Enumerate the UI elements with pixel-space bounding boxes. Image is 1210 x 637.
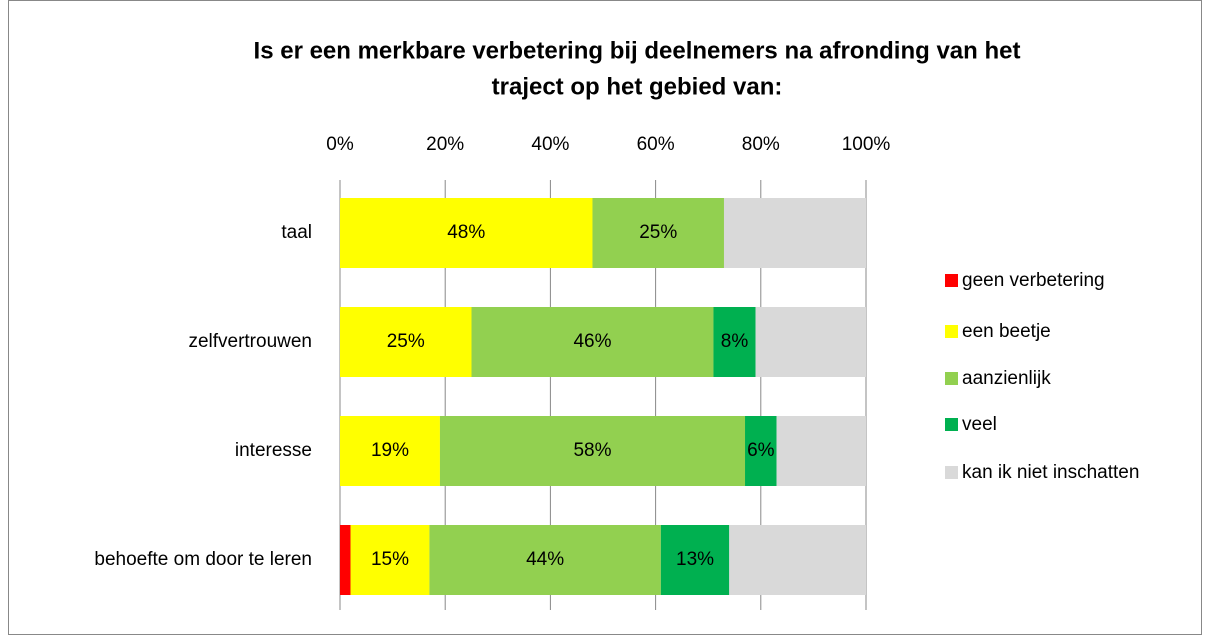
chart-title: Is er een merkbare verbetering bij deeln… [254,37,1021,64]
data-label: 25% [639,222,677,243]
data-label: 44% [526,549,564,570]
data-label: 46% [573,331,611,352]
bar-segment [713,307,756,377]
bar-segment [723,198,866,268]
y-tick-label: zelfvertrouwen [188,331,312,352]
bar-segment [340,416,440,486]
bar-segment [350,525,430,595]
data-label: 8% [721,331,749,352]
legend-swatch [945,466,958,479]
bar-segment [755,307,866,377]
bar-segment [439,416,746,486]
x-tick-label: 0% [326,134,354,155]
chart-title: traject op het gebied van: [492,73,783,100]
legend-label: veel [962,414,997,435]
x-tick-label: 100% [842,134,891,155]
y-tick-label: taal [281,222,312,243]
data-label: 15% [371,549,409,570]
bar-segment [592,198,724,268]
legend-swatch [945,325,958,338]
bar-segment [340,525,351,595]
bar-segment [660,525,730,595]
legend-swatch [945,418,958,431]
legend-swatch [945,372,958,385]
legend-label: een beetje [962,321,1051,342]
data-label: 48% [447,222,485,243]
data-label: 13% [676,549,714,570]
y-tick-label: interesse [235,440,312,461]
y-tick-label: behoefte om door te leren [94,549,312,570]
bar-segment [471,307,714,377]
bar-segment [429,525,661,595]
x-tick-label: 80% [742,134,780,155]
data-label: 58% [573,440,611,461]
legend-label: kan ik niet inschatten [962,462,1139,483]
data-label: 6% [747,440,775,461]
bar-segment [729,525,866,595]
bar-segment [340,198,593,268]
legend-label: aanzienlijk [962,368,1051,389]
x-tick-label: 40% [531,134,569,155]
bar-segment [745,416,777,486]
x-tick-label: 20% [426,134,464,155]
x-tick-label: 60% [637,134,675,155]
legend-label: geen verbetering [962,270,1105,291]
bar-segment [340,307,472,377]
legend-swatch [945,274,958,287]
data-label: 25% [387,331,425,352]
bar-segment [776,416,866,486]
data-label: 19% [371,440,409,461]
